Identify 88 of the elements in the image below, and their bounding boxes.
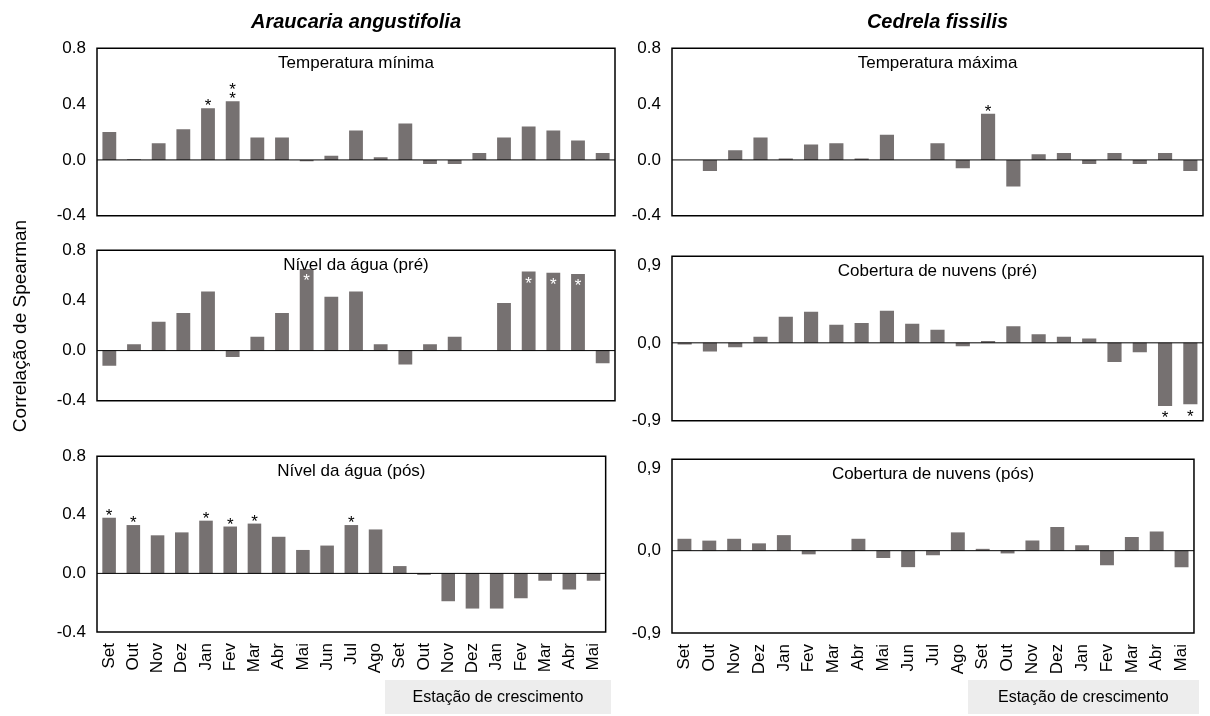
y-tick-label: 0,0 — [637, 332, 661, 352]
x-tick-label: Jan — [486, 643, 506, 671]
chart-subtitle: Temperatura máxima — [857, 53, 1018, 73]
y-tick-label: 0,9 — [637, 458, 661, 478]
y-axis-title: Correlação de Spearman — [9, 219, 31, 432]
data-label: * — [226, 514, 234, 534]
x-tick-label: Mai — [292, 643, 312, 671]
chart-title: Cedrela fissilis — [866, 10, 1009, 34]
x-tick-label: Mar — [244, 642, 264, 673]
x-tick-label: Jun — [897, 644, 917, 672]
x-tick-label: Dez — [462, 643, 482, 674]
x-tick-label: Abr — [268, 642, 288, 670]
y-tick-label: -0.4 — [631, 205, 661, 225]
x-tick-label: Nov — [723, 643, 743, 675]
text: Estação de crescimento — [967, 680, 1199, 714]
x-tick-label: Dez — [748, 644, 768, 675]
x-tick-label: Mai — [583, 643, 603, 671]
x-tick-label: Set — [389, 642, 409, 669]
x-tick-label: Jan — [1071, 644, 1091, 672]
data-label: * — [984, 101, 992, 121]
y-tick-label: 0.8 — [62, 445, 86, 465]
y-tick-label: 0.0 — [62, 340, 86, 360]
x-tick-label: Out — [413, 642, 433, 671]
x-tick-label: Mai — [1171, 644, 1191, 672]
x-tick-label: Set — [98, 642, 118, 669]
data-label: * — [550, 274, 558, 294]
x-tick-label: Jan — [195, 643, 215, 671]
y-tick-label: -0.4 — [56, 621, 86, 641]
data-label: * — [204, 96, 212, 116]
x-tick-label: Nov — [147, 642, 167, 674]
x-tick-label: Dez — [1046, 644, 1066, 675]
x-tick-label: Set — [674, 643, 694, 670]
data-label: * — [574, 276, 582, 296]
text: Estação de crescimento — [385, 680, 611, 714]
chart-title: Araucaria angustifolia — [250, 10, 462, 34]
y-tick-label: 0.8 — [62, 239, 86, 259]
x-tick-label: Fev — [1096, 643, 1116, 673]
x-tick-label: Jun — [316, 643, 336, 671]
data-label: * — [202, 508, 210, 528]
chart-subtitle: Temperatura mínima — [278, 53, 435, 73]
x-tick-label: Mai — [872, 644, 892, 672]
y-tick-label: 0.4 — [62, 504, 86, 524]
x-tick-label: Nov — [437, 642, 457, 674]
x-tick-label: Ago — [947, 644, 967, 675]
data-label: * — [105, 505, 113, 525]
x-tick-label: Jul — [922, 644, 942, 666]
y-tick-label: 0.0 — [637, 149, 661, 169]
y-tick-label: 0.0 — [62, 149, 86, 169]
y-tick-label: 0.8 — [637, 37, 661, 57]
chart-title: Cobertura de nuvens (pré) — [837, 261, 1038, 281]
data-label: * — [1187, 406, 1195, 426]
y-tick-label: -0.4 — [56, 390, 86, 410]
x-tick-label: Mar — [534, 642, 554, 673]
y-tick-label: 0.0 — [62, 563, 86, 583]
x-tick-label: Set — [972, 643, 992, 670]
x-tick-label: Out — [997, 643, 1017, 672]
data-label: * — [348, 513, 356, 533]
x-tick-label: Fev — [798, 643, 818, 673]
x-tick-label: Mar — [823, 643, 843, 674]
y-tick-label: 0.4 — [62, 290, 86, 310]
x-tick-label: Jan — [773, 644, 793, 672]
chart-title: Nível da água (pós) — [277, 461, 426, 481]
x-tick-label: Fev — [219, 642, 239, 672]
x-tick-label: Nov — [1022, 643, 1042, 675]
y-tick-label: 0.8 — [62, 37, 86, 57]
x-tick-label: Out — [123, 642, 143, 671]
x-tick-label: Abr — [1146, 643, 1166, 671]
data-label: * — [1161, 408, 1169, 428]
x-tick-label: Out — [698, 643, 718, 672]
y-tick-label: -0,9 — [631, 410, 661, 430]
chart-title: Cobertura de nuvens (pós) — [831, 464, 1035, 484]
data-label: * — [130, 513, 138, 533]
x-tick-label: Abr — [559, 642, 579, 670]
data-label: ** — [229, 80, 237, 109]
x-tick-label: Jul — [341, 643, 361, 665]
x-tick-label: Fev — [510, 642, 530, 672]
y-tick-label: -0,9 — [631, 622, 661, 642]
x-tick-label: Ago — [365, 643, 385, 674]
y-tick-label: 0.4 — [637, 93, 661, 113]
y-tick-label: 0,0 — [637, 540, 661, 560]
y-tick-label: 0,9 — [637, 254, 661, 274]
data-label: * — [525, 273, 533, 293]
y-tick-label: 0.4 — [62, 93, 86, 113]
x-tick-label: Abr — [848, 643, 868, 671]
x-tick-label: Mar — [1121, 643, 1141, 674]
data-label: * — [251, 511, 259, 531]
y-tick-label: -0.4 — [56, 205, 86, 225]
x-tick-label: Dez — [171, 643, 191, 674]
